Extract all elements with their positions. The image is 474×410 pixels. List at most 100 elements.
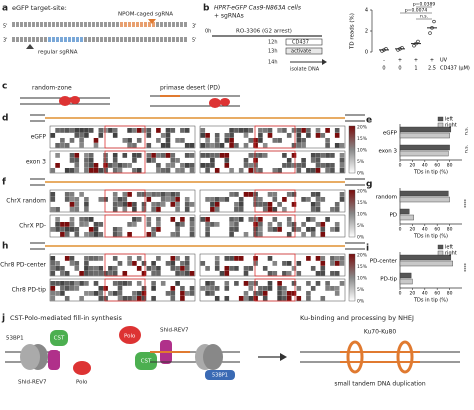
- shape: [291, 266, 297, 271]
- shape: [234, 202, 239, 207]
- shape: [272, 261, 278, 266]
- shape: [136, 37, 139, 42]
- shape: [334, 128, 340, 133]
- shape: [189, 271, 195, 276]
- bar: [399, 208, 410, 215]
- shape: [262, 291, 268, 296]
- shape: [320, 153, 326, 158]
- shape: [141, 128, 147, 133]
- shape: [234, 281, 239, 286]
- shape: [301, 222, 306, 227]
- shape: [325, 138, 330, 143]
- shape: [189, 163, 195, 168]
- shape: [40, 22, 43, 27]
- shape: [258, 202, 263, 207]
- shape: [189, 143, 195, 148]
- shape: [325, 281, 330, 286]
- shape: [200, 261, 206, 266]
- x-row-label: -: [383, 58, 385, 64]
- label: 20%: [357, 189, 368, 195]
- shape: [12, 37, 15, 42]
- shape: [200, 153, 206, 158]
- shape: [184, 143, 190, 148]
- shape: [141, 271, 147, 276]
- shape: [84, 232, 89, 237]
- shape: [60, 232, 65, 237]
- shape: [141, 296, 147, 301]
- label: 12h: [268, 40, 278, 46]
- shape: [229, 217, 234, 222]
- label: ChrX random: [6, 198, 46, 205]
- shape: [224, 197, 230, 202]
- shape: [88, 266, 94, 271]
- shape: [151, 202, 156, 207]
- shape: [180, 138, 185, 143]
- shape: [64, 192, 70, 197]
- shape: [224, 158, 230, 163]
- shape: [52, 37, 55, 42]
- shape: [93, 227, 99, 232]
- shape: [248, 138, 254, 143]
- shape: [214, 202, 220, 207]
- shape: [146, 222, 152, 227]
- shape: [69, 207, 75, 212]
- shape: [120, 37, 123, 42]
- label: 5%: [357, 159, 365, 165]
- shape: [98, 222, 104, 227]
- shape: [253, 153, 258, 158]
- shape: [310, 158, 316, 163]
- x-row-name: UV: [440, 58, 448, 64]
- shape: [282, 291, 287, 296]
- shape: [234, 222, 239, 227]
- shape: [36, 22, 39, 27]
- shape: [165, 133, 171, 138]
- shape: [69, 168, 75, 173]
- shape: [229, 232, 234, 237]
- label: 15%: [357, 264, 368, 270]
- shape: [253, 261, 258, 266]
- shape: [214, 138, 220, 143]
- shape: [64, 22, 67, 27]
- shape: [136, 291, 142, 296]
- shape: [72, 22, 75, 27]
- shape: [267, 271, 273, 276]
- shape: [160, 22, 163, 27]
- shape: [306, 168, 311, 173]
- shape: [122, 197, 128, 202]
- shape: [315, 197, 321, 202]
- shape: [330, 163, 335, 168]
- shape: [84, 37, 87, 42]
- shape: [214, 261, 220, 266]
- shape: [117, 261, 123, 266]
- shape: [84, 281, 89, 286]
- shape: [325, 163, 330, 168]
- shape: [48, 22, 51, 27]
- label: 15%: [357, 200, 368, 206]
- shape: [238, 202, 244, 207]
- shape: [277, 128, 282, 133]
- shape: [74, 232, 80, 237]
- shape: [224, 163, 230, 168]
- shape: [156, 153, 161, 158]
- shape: [64, 232, 70, 237]
- shape: [253, 281, 258, 286]
- shape: [50, 256, 56, 261]
- shape: [334, 291, 340, 296]
- shape: [84, 133, 89, 138]
- shape: [165, 291, 171, 296]
- shape: [315, 192, 321, 197]
- shape: [164, 37, 167, 42]
- shape: [108, 291, 113, 296]
- label: CST: [141, 359, 152, 365]
- shape: [112, 256, 118, 261]
- shape: [64, 227, 70, 232]
- shape: [214, 222, 220, 227]
- shape: [146, 266, 152, 271]
- shape: [88, 217, 94, 222]
- shape: [151, 296, 156, 301]
- shape: [60, 266, 65, 271]
- shape: [291, 202, 297, 207]
- shape: [234, 217, 239, 222]
- shape: [74, 227, 80, 232]
- shape: [339, 261, 345, 266]
